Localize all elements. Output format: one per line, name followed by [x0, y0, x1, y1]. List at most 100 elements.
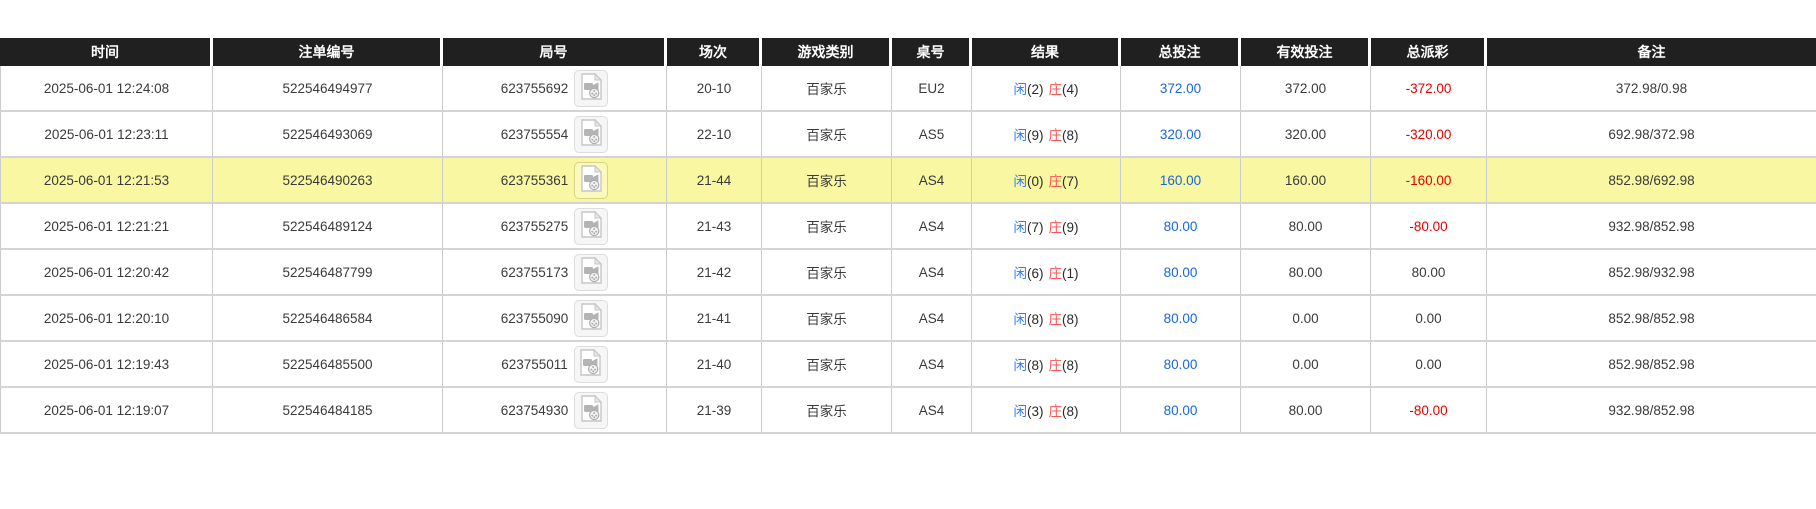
- banker-result-label: 庄: [1048, 82, 1063, 97]
- session: 21-42: [667, 250, 762, 296]
- bet-time: 2025-06-01 12:19:07: [0, 388, 213, 434]
- game-type: 百家乐: [762, 342, 892, 388]
- valid-bet: 80.00: [1241, 250, 1371, 296]
- bet-id: 522546484185: [213, 388, 443, 434]
- game-type: 百家乐: [762, 112, 892, 158]
- round-number: 623754930: [500, 402, 569, 418]
- game-result: 闲(6) 庄(1): [972, 250, 1121, 296]
- video-file-icon: [580, 210, 603, 241]
- bet-time: 2025-06-01 12:23:11: [0, 112, 213, 158]
- column-header-session: 场次: [667, 38, 762, 66]
- remark: 852.98/852.98: [1487, 342, 1816, 388]
- total-payout: -372.00: [1371, 66, 1487, 112]
- round-number: 623755011: [501, 356, 568, 372]
- table-row: 2025-06-01 12:21:53 522546490263 623755361…: [0, 158, 1816, 204]
- video-replay-button[interactable]: [574, 161, 609, 199]
- banker-result-score: (8): [1062, 404, 1079, 419]
- video-replay-button[interactable]: [574, 115, 609, 153]
- column-header-total_bet: 总投注: [1121, 38, 1241, 66]
- video-replay-button[interactable]: [574, 207, 609, 245]
- banker-result-label: 庄: [1048, 312, 1063, 327]
- player-result-label: 闲: [1013, 82, 1028, 97]
- column-header-bet_id: 注单编号: [213, 38, 443, 66]
- valid-bet: 80.00: [1241, 204, 1371, 250]
- player-result-score: (8): [1027, 312, 1044, 327]
- remark: 932.98/852.98: [1487, 388, 1816, 434]
- total-bet: 320.00: [1121, 112, 1241, 158]
- session: 21-41: [667, 296, 762, 342]
- round-cell: 623755090: [443, 296, 667, 342]
- game-type: 百家乐: [762, 388, 892, 434]
- table-header: 时间 注单编号 局号 场次 游戏类别 桌号 结果 总投注 有效投注 总派彩 备注: [0, 38, 1816, 66]
- total-payout: -160.00: [1371, 158, 1487, 204]
- banker-result-score: (7): [1062, 174, 1079, 189]
- round-number: 623755692: [500, 80, 569, 96]
- banker-result-score: (9): [1062, 220, 1079, 235]
- game-type: 百家乐: [762, 158, 892, 204]
- table-number: EU2: [892, 66, 972, 112]
- total-bet: 80.00: [1121, 296, 1241, 342]
- table-body: 2025-06-01 12:24:08 522546494977 623755692…: [0, 66, 1816, 434]
- remark: 692.98/372.98: [1487, 112, 1816, 158]
- table-number: AS5: [892, 112, 972, 158]
- session: 21-40: [667, 342, 762, 388]
- table-number: AS4: [892, 296, 972, 342]
- banker-result-score: (1): [1062, 266, 1079, 281]
- round-cell: 623755692: [443, 66, 667, 112]
- player-result-label: 闲: [1013, 404, 1028, 419]
- video-replay-button[interactable]: [573, 345, 608, 383]
- banker-result-score: (8): [1062, 312, 1079, 327]
- banker-result-label: 庄: [1048, 128, 1063, 143]
- valid-bet: 320.00: [1241, 112, 1371, 158]
- total-bet: 160.00: [1121, 158, 1241, 204]
- bet-id: 522546489124: [213, 204, 443, 250]
- game-type: 百家乐: [762, 66, 892, 112]
- total-payout: -80.00: [1371, 388, 1487, 434]
- session: 22-10: [667, 112, 762, 158]
- session: 21-39: [667, 388, 762, 434]
- player-result-score: (6): [1027, 266, 1044, 281]
- valid-bet: 0.00: [1241, 342, 1371, 388]
- total-bet: 80.00: [1121, 342, 1241, 388]
- table-row: 2025-06-01 12:24:08 522546494977 623755692…: [0, 66, 1816, 112]
- round-cell: 623755275: [443, 204, 667, 250]
- total-bet: 80.00: [1121, 204, 1241, 250]
- table-row: 2025-06-01 12:19:07 522546484185 623754930…: [0, 388, 1816, 434]
- player-result-label: 闲: [1013, 358, 1028, 373]
- valid-bet: 0.00: [1241, 296, 1371, 342]
- column-header-game_type: 游戏类别: [762, 38, 892, 66]
- remark: 852.98/852.98: [1487, 296, 1816, 342]
- remark: 932.98/852.98: [1487, 204, 1816, 250]
- bet-time: 2025-06-01 12:19:43: [0, 342, 213, 388]
- table-row: 2025-06-01 12:23:11 522546493069 623755554…: [0, 112, 1816, 158]
- table-number: AS4: [892, 158, 972, 204]
- table-number: AS4: [892, 342, 972, 388]
- bet-id: 522546493069: [213, 112, 443, 158]
- session: 21-44: [667, 158, 762, 204]
- round-cell: 623755011: [443, 342, 667, 388]
- game-result: 闲(9) 庄(8): [972, 112, 1121, 158]
- video-file-icon: [580, 302, 603, 333]
- player-result-score: (8): [1027, 358, 1044, 373]
- game-result: 闲(2) 庄(4): [972, 66, 1121, 112]
- valid-bet: 80.00: [1241, 388, 1371, 434]
- session: 21-43: [667, 204, 762, 250]
- total-payout: 80.00: [1371, 250, 1487, 296]
- video-replay-button[interactable]: [574, 391, 609, 429]
- round-cell: 623754930: [443, 388, 667, 434]
- banker-result-label: 庄: [1048, 220, 1063, 235]
- bet-time: 2025-06-01 12:20:10: [0, 296, 213, 342]
- column-header-remark: 备注: [1487, 38, 1816, 66]
- total-bet: 80.00: [1121, 388, 1241, 434]
- round-number: 623755090: [500, 310, 569, 326]
- video-replay-button[interactable]: [574, 299, 609, 337]
- column-header-result: 结果: [972, 38, 1121, 66]
- video-file-icon: [579, 348, 602, 379]
- total-payout: 0.00: [1371, 296, 1487, 342]
- player-result-score: (2): [1027, 82, 1044, 97]
- video-replay-button[interactable]: [574, 253, 609, 291]
- column-header-round: 局号: [443, 38, 667, 66]
- bet-id: 522546487799: [213, 250, 443, 296]
- video-replay-button[interactable]: [574, 69, 609, 107]
- player-result-label: 闲: [1013, 266, 1028, 281]
